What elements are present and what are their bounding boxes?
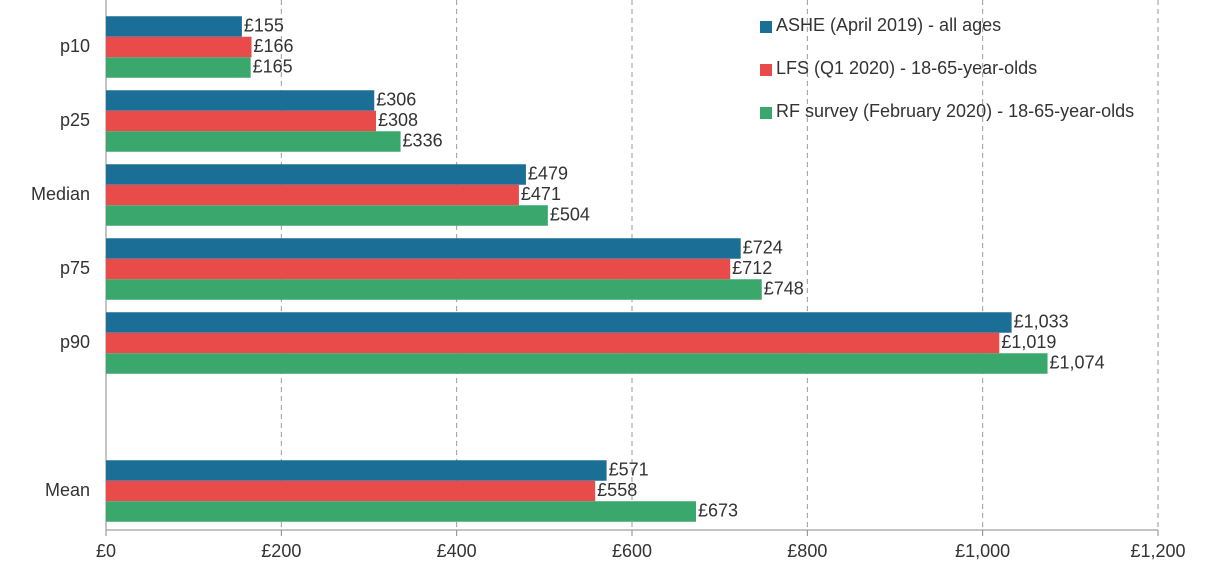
value-label: £748	[764, 278, 804, 298]
value-label: £165	[253, 56, 293, 76]
value-label: £471	[521, 184, 561, 204]
bar	[106, 131, 401, 152]
value-label: £166	[254, 36, 294, 56]
bar	[106, 279, 762, 300]
bar	[106, 501, 696, 522]
value-label: £1,033	[1014, 311, 1069, 331]
value-label: £504	[550, 204, 590, 224]
legend-label: LFS (Q1 2020) - 18-65-year-olds	[776, 58, 1037, 78]
bar	[106, 480, 596, 502]
x-tick-label: £400	[437, 541, 477, 561]
x-tick-label: £1,200	[1130, 541, 1185, 561]
x-tick-label: £600	[612, 541, 652, 561]
bar	[106, 312, 1012, 333]
y-tick-label: p90	[60, 332, 90, 352]
x-tick-label: £0	[96, 541, 116, 561]
bar	[106, 164, 526, 185]
bar	[106, 332, 1000, 354]
x-tick-label: £200	[261, 541, 301, 561]
bar	[106, 460, 607, 481]
legend-label: ASHE (April 2019) - all ages	[776, 15, 1001, 35]
legend-swatch	[760, 107, 772, 119]
value-label: £155	[244, 15, 284, 35]
value-label: £1,074	[1050, 352, 1105, 372]
value-label: £308	[378, 110, 418, 130]
y-tick-label: p10	[60, 36, 90, 56]
value-label: £571	[609, 459, 649, 479]
legend-label: RF survey (February 2020) - 18-65-year-o…	[776, 101, 1134, 121]
value-label: £306	[376, 89, 416, 109]
x-tick-label: £800	[787, 541, 827, 561]
y-tick-label: Median	[31, 184, 90, 204]
y-tick-label: p25	[60, 110, 90, 130]
bar	[106, 90, 375, 111]
bar	[106, 184, 519, 206]
bar	[106, 57, 251, 78]
y-tick-label: Mean	[45, 480, 90, 500]
bar	[106, 16, 242, 37]
bar	[106, 36, 252, 58]
bar	[106, 205, 548, 226]
bar	[106, 238, 741, 259]
y-tick-label: p75	[60, 258, 90, 278]
value-label: £712	[732, 258, 772, 278]
value-label: £1,019	[1001, 332, 1056, 352]
bar	[106, 110, 377, 132]
x-tick-label: £1,000	[955, 541, 1010, 561]
value-label: £673	[698, 500, 738, 520]
value-label: £336	[403, 130, 443, 150]
value-label: £558	[597, 480, 637, 500]
bar	[106, 258, 731, 280]
legend-swatch	[760, 64, 772, 76]
legend-swatch	[760, 21, 772, 33]
bar	[106, 353, 1048, 374]
value-label: £724	[743, 237, 783, 257]
value-label: £479	[528, 163, 568, 183]
